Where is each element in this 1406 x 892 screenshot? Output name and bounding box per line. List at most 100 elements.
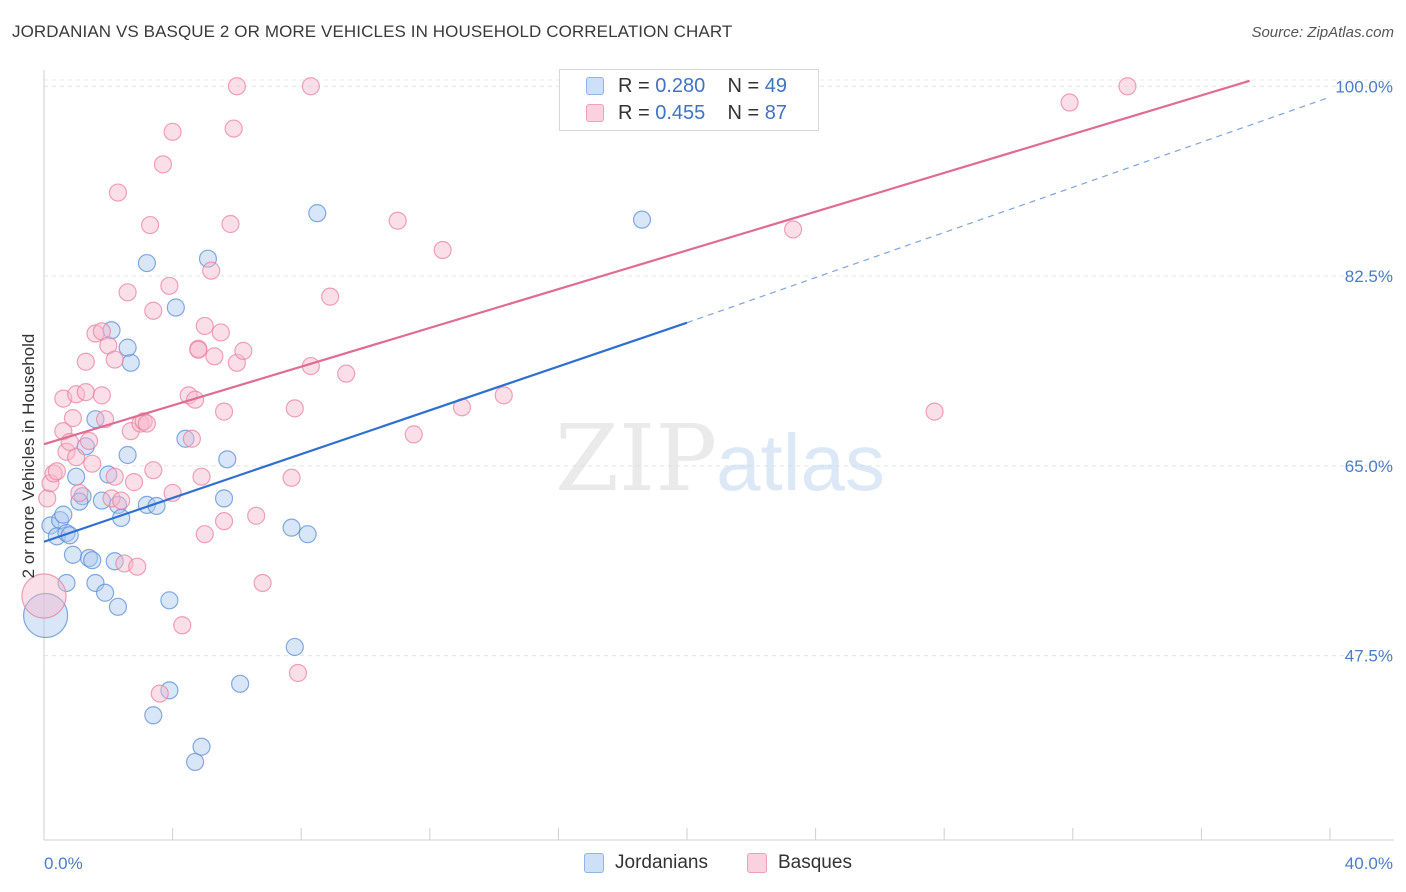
data-point [41,516,60,535]
data-point [150,684,169,703]
data-point [105,350,124,369]
data-point [79,431,99,451]
data-point [189,340,208,359]
data-point [137,253,156,273]
data-point [195,316,214,336]
data-point [83,454,102,473]
data-point [79,548,99,568]
data-point [121,422,140,441]
legend-n-value: 49 [764,75,788,97]
data-point [118,283,137,302]
data-point [105,467,124,486]
data-point [494,386,513,405]
data-point [86,573,105,593]
legend-swatch-basques [586,104,604,122]
data-point [137,414,156,433]
data-point [83,551,102,570]
y-tick-label: 82.5% [1345,267,1393,286]
data-point [70,483,89,503]
data-point [176,429,195,448]
data-point [221,214,240,234]
data-point [783,220,803,239]
data-point [925,402,944,421]
data-point [218,450,237,469]
data-point [38,489,57,508]
data-point [282,468,301,487]
data-point [128,557,147,576]
bottom-legend-label-basques: Basques [778,852,852,873]
series-jordanians [23,204,652,772]
legend-n-value: 87 [764,102,788,124]
data-point [214,489,234,508]
data-point [160,276,179,295]
data-point [67,467,86,486]
data-point [227,77,246,96]
data-point [63,409,83,428]
chart-title: JORDANIAN VS BASQUE 2 OR MORE VEHICLES I… [12,22,733,41]
data-point [301,77,320,96]
data-point [202,261,221,280]
gridlines [44,79,1394,657]
trend-line-jordanians [43,321,688,543]
legend-r-label: R = [618,75,656,97]
data-point [144,461,163,480]
data-point [224,119,243,138]
data-point [134,412,153,431]
data-point [73,487,92,506]
data-point [160,681,179,700]
y-tick-label: 100.0% [1335,77,1393,96]
data-point [247,506,266,525]
legend-n-label: N = [727,75,765,97]
y-axis-title: 2 or more Vehicles in Household [19,334,38,579]
data-point [404,425,423,444]
legend-r-label: R = [618,102,656,124]
series-basques [21,77,1137,703]
data-point [144,301,163,320]
data-point [298,525,317,544]
data-point [23,592,69,639]
data-point [211,323,230,342]
data-point [67,448,86,467]
data-point [288,663,308,683]
legend-r-value: 0.455 [655,102,706,124]
x-tick-labels: 0.0% 40.0% [44,854,1393,873]
bottom-legend-swatch-jordanians [584,853,604,873]
y-tick-label: 65.0% [1345,457,1393,476]
data-point [44,464,63,483]
data-point [21,573,67,619]
data-point [76,382,95,402]
watermark-atlas: atlas [716,418,885,507]
watermark: ZIP atlas [555,405,885,512]
data-point [192,737,211,756]
data-point [1118,77,1137,96]
trend-lines [43,79,1331,543]
data-point [124,473,144,492]
x-tick-label: 0.0% [44,854,83,873]
data-point [54,505,73,524]
data-point [321,287,340,306]
watermark-zip: ZIP [555,405,717,512]
data-point [153,155,173,174]
data-point [337,364,356,383]
data-point [214,402,234,421]
data-point [166,298,185,317]
data-point [308,204,327,223]
data-point [195,525,214,544]
data-point [205,347,224,366]
data-point [163,122,182,141]
data-point [198,249,218,268]
data-point [57,573,76,593]
bottom-legend-swatch-basques [747,853,767,873]
legend-n-label: N = [727,102,765,124]
data-point [140,215,160,235]
stats-legend: R = 0.280 N = 49 R = 0.455 N = 87 [559,69,819,131]
data-point [192,467,211,486]
data-point [160,591,179,610]
y-tick-label: 47.5% [1345,647,1393,666]
source-label: Source: ZipAtlas.com [1251,24,1394,41]
data-point [92,386,111,405]
data-point [112,491,131,510]
data-point [1060,93,1079,112]
data-point [388,211,407,230]
